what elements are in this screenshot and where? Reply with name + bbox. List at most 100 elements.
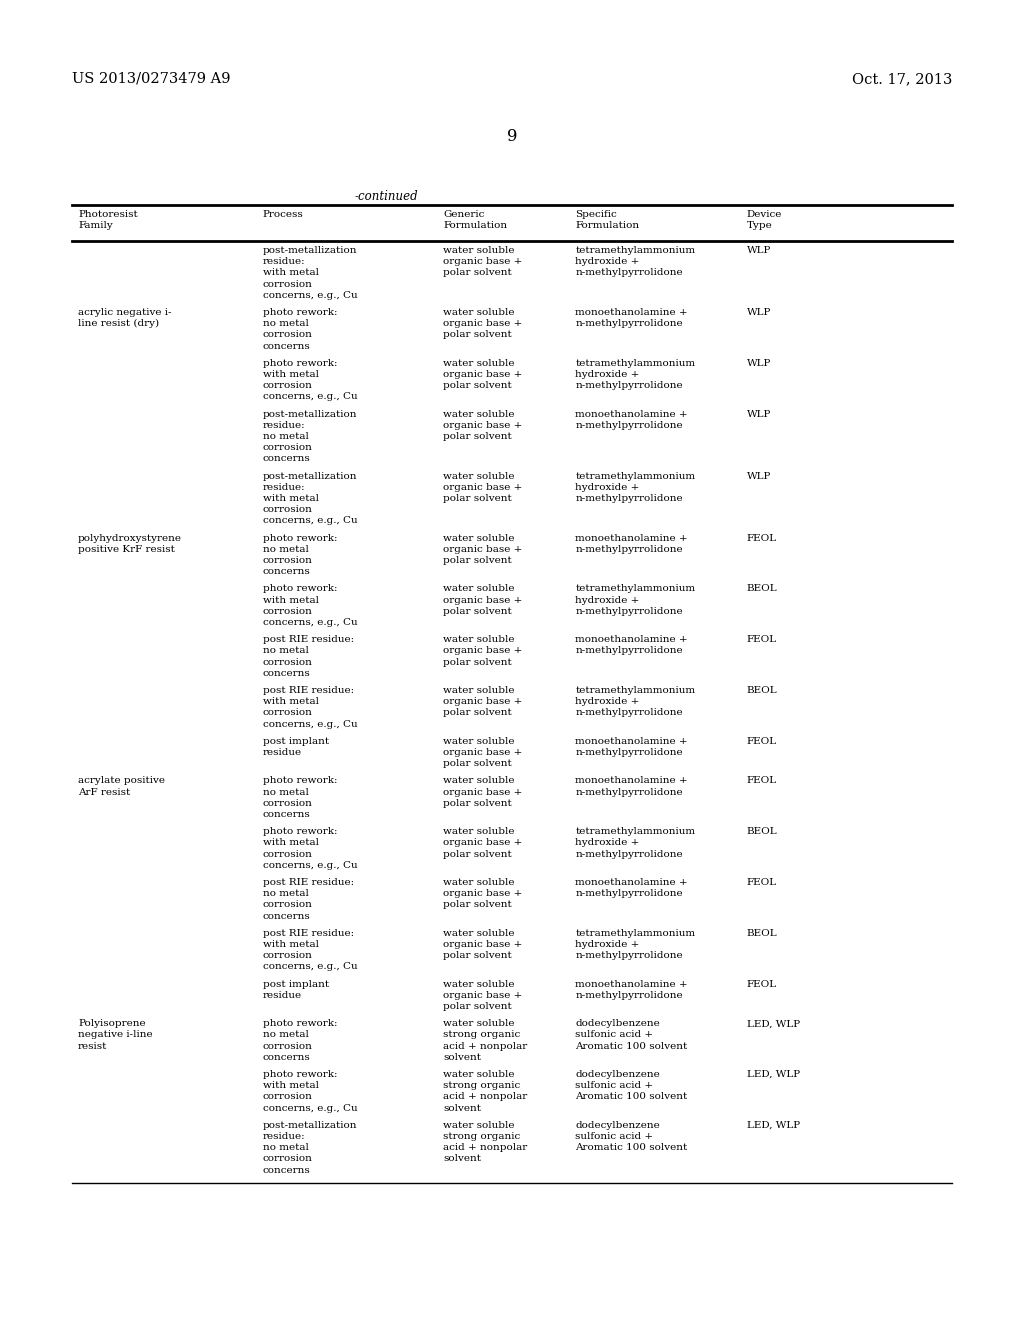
Text: solvent: solvent — [443, 1104, 481, 1113]
Text: polar solvent: polar solvent — [443, 850, 512, 858]
Text: photo rework:: photo rework: — [263, 359, 337, 368]
Text: post RIE residue:: post RIE residue: — [263, 686, 354, 696]
Text: polar solvent: polar solvent — [443, 607, 512, 616]
Text: n-methylpyrrolidone: n-methylpyrrolidone — [575, 850, 683, 858]
Text: sulfonic acid +: sulfonic acid + — [575, 1031, 653, 1039]
Text: solvent: solvent — [443, 1053, 481, 1061]
Text: monoethanolamine +: monoethanolamine + — [575, 635, 688, 644]
Text: negative i-line: negative i-line — [78, 1031, 153, 1039]
Text: n-methylpyrrolidone: n-methylpyrrolidone — [575, 647, 683, 656]
Text: corrosion: corrosion — [263, 381, 312, 391]
Text: water soluble: water soluble — [443, 533, 515, 543]
Text: LED, WLP: LED, WLP — [746, 1071, 800, 1078]
Text: monoethanolamine +: monoethanolamine + — [575, 737, 688, 746]
Text: post implant: post implant — [263, 979, 329, 989]
Text: BEOL: BEOL — [746, 686, 777, 696]
Text: line resist (dry): line resist (dry) — [78, 319, 159, 329]
Text: corrosion: corrosion — [263, 1041, 312, 1051]
Text: organic base +: organic base + — [443, 748, 522, 756]
Text: dodecylbenzene: dodecylbenzene — [575, 1019, 659, 1028]
Text: n-methylpyrrolidone: n-methylpyrrolidone — [575, 421, 683, 430]
Text: water soluble: water soluble — [443, 1121, 515, 1130]
Text: WLP: WLP — [746, 308, 771, 317]
Text: Aromatic 100 solvent: Aromatic 100 solvent — [575, 1143, 687, 1152]
Text: concerns, e.g., Cu: concerns, e.g., Cu — [263, 1104, 357, 1113]
Text: residue:: residue: — [263, 421, 305, 430]
Text: n-methylpyrrolidone: n-methylpyrrolidone — [575, 991, 683, 999]
Text: concerns, e.g., Cu: concerns, e.g., Cu — [263, 719, 357, 729]
Text: WLP: WLP — [746, 409, 771, 418]
Text: FEOL: FEOL — [746, 878, 777, 887]
Text: post-metallization: post-metallization — [263, 409, 357, 418]
Text: resist: resist — [78, 1041, 108, 1051]
Text: Aromatic 100 solvent: Aromatic 100 solvent — [575, 1093, 687, 1101]
Text: polar solvent: polar solvent — [443, 759, 512, 768]
Text: corrosion: corrosion — [263, 330, 312, 339]
Text: concerns, e.g., Cu: concerns, e.g., Cu — [263, 618, 357, 627]
Text: corrosion: corrosion — [263, 900, 312, 909]
Text: tetramethylammonium: tetramethylammonium — [575, 246, 695, 255]
Text: monoethanolamine +: monoethanolamine + — [575, 878, 688, 887]
Text: Formulation: Formulation — [443, 222, 507, 231]
Text: post-metallization: post-metallization — [263, 246, 357, 255]
Text: tetramethylammonium: tetramethylammonium — [575, 929, 695, 937]
Text: polar solvent: polar solvent — [443, 432, 512, 441]
Text: concerns: concerns — [263, 454, 310, 463]
Text: concerns, e.g., Cu: concerns, e.g., Cu — [263, 392, 357, 401]
Text: post RIE residue:: post RIE residue: — [263, 929, 354, 937]
Text: BEOL: BEOL — [746, 828, 777, 836]
Text: WLP: WLP — [746, 471, 771, 480]
Text: organic base +: organic base + — [443, 370, 522, 379]
Text: photo rework:: photo rework: — [263, 308, 337, 317]
Text: acid + nonpolar: acid + nonpolar — [443, 1093, 527, 1101]
Text: no metal: no metal — [263, 319, 308, 329]
Text: Photoresist: Photoresist — [78, 210, 138, 219]
Text: photo rework:: photo rework: — [263, 1071, 337, 1078]
Text: Process: Process — [263, 210, 303, 219]
Text: corrosion: corrosion — [263, 556, 312, 565]
Text: concerns: concerns — [263, 1053, 310, 1061]
Text: residue: residue — [263, 991, 302, 999]
Text: corrosion: corrosion — [263, 952, 312, 960]
Text: acid + nonpolar: acid + nonpolar — [443, 1041, 527, 1051]
Text: hydroxide +: hydroxide + — [575, 370, 640, 379]
Text: concerns, e.g., Cu: concerns, e.g., Cu — [263, 962, 357, 972]
Text: n-methylpyrrolidone: n-methylpyrrolidone — [575, 890, 683, 898]
Text: post-metallization: post-metallization — [263, 471, 357, 480]
Text: concerns, e.g., Cu: concerns, e.g., Cu — [263, 516, 357, 525]
Text: post RIE residue:: post RIE residue: — [263, 878, 354, 887]
Text: organic base +: organic base + — [443, 595, 522, 605]
Text: FEOL: FEOL — [746, 979, 777, 989]
Text: hydroxide +: hydroxide + — [575, 838, 640, 847]
Text: n-methylpyrrolidone: n-methylpyrrolidone — [575, 788, 683, 796]
Text: with metal: with metal — [263, 268, 318, 277]
Text: polar solvent: polar solvent — [443, 952, 512, 960]
Text: n-methylpyrrolidone: n-methylpyrrolidone — [575, 381, 683, 391]
Text: strong organic: strong organic — [443, 1031, 520, 1039]
Text: BEOL: BEOL — [746, 929, 777, 937]
Text: tetramethylammonium: tetramethylammonium — [575, 359, 695, 368]
Text: polar solvent: polar solvent — [443, 494, 512, 503]
Text: Specific: Specific — [575, 210, 616, 219]
Text: -continued: -continued — [355, 190, 419, 203]
Text: corrosion: corrosion — [263, 280, 312, 289]
Text: no metal: no metal — [263, 432, 308, 441]
Text: corrosion: corrosion — [263, 850, 312, 858]
Text: concerns: concerns — [263, 810, 310, 818]
Text: organic base +: organic base + — [443, 838, 522, 847]
Text: organic base +: organic base + — [443, 545, 522, 554]
Text: hydroxide +: hydroxide + — [575, 595, 640, 605]
Text: water soluble: water soluble — [443, 246, 515, 255]
Text: Formulation: Formulation — [575, 222, 639, 231]
Text: water soluble: water soluble — [443, 1019, 515, 1028]
Text: water soluble: water soluble — [443, 359, 515, 368]
Text: dodecylbenzene: dodecylbenzene — [575, 1121, 659, 1130]
Text: polar solvent: polar solvent — [443, 556, 512, 565]
Text: n-methylpyrrolidone: n-methylpyrrolidone — [575, 607, 683, 616]
Text: concerns: concerns — [263, 568, 310, 577]
Text: organic base +: organic base + — [443, 647, 522, 656]
Text: n-methylpyrrolidone: n-methylpyrrolidone — [575, 709, 683, 717]
Text: monoethanolamine +: monoethanolamine + — [575, 409, 688, 418]
Text: corrosion: corrosion — [263, 607, 312, 616]
Text: water soluble: water soluble — [443, 776, 515, 785]
